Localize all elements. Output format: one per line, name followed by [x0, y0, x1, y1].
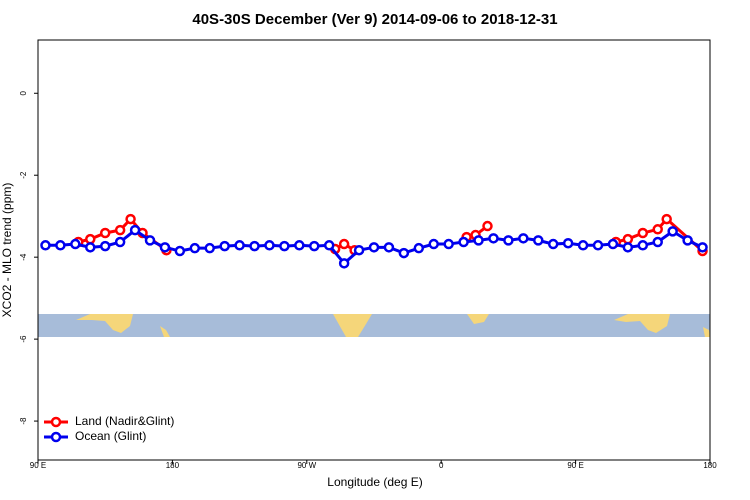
data-point — [503, 235, 514, 246]
data-point — [353, 244, 365, 256]
data-point — [85, 242, 96, 253]
x-axis-label: Longitude (deg E) — [327, 475, 422, 489]
data-point — [234, 240, 245, 251]
land-shape — [467, 314, 489, 324]
y-tick-label: -2 — [19, 171, 28, 179]
x-tick-label: 90 E — [30, 461, 46, 470]
data-point — [323, 240, 335, 251]
data-point — [458, 236, 469, 248]
x-tick-label: 180 — [703, 461, 717, 470]
data-point — [667, 226, 678, 237]
data-point — [652, 224, 663, 235]
data-point — [40, 240, 51, 251]
plot-frame — [37, 39, 711, 461]
data-point — [99, 227, 111, 239]
data-point — [682, 235, 693, 246]
data-point — [99, 240, 111, 252]
data-point — [518, 233, 529, 244]
data-point — [204, 242, 215, 254]
y-tick-label: -4 — [19, 253, 28, 261]
x-tick-label: 90 E — [567, 461, 583, 470]
data-point — [125, 213, 136, 225]
data-point — [637, 240, 649, 251]
land-shape — [333, 314, 372, 337]
data-point — [249, 240, 260, 252]
legend-label: Ocean (Glint) — [75, 429, 146, 443]
map-strip — [38, 314, 710, 337]
x-tick-label: 0 — [439, 461, 444, 470]
y-tick-label: -8 — [19, 417, 28, 425]
data-point — [607, 238, 619, 250]
data-point — [144, 235, 156, 246]
data-point — [652, 236, 663, 248]
data-point — [219, 240, 230, 252]
data-point — [473, 235, 484, 246]
data-point — [55, 240, 66, 251]
data-point — [85, 233, 96, 245]
data-point — [622, 233, 634, 245]
data-point — [338, 258, 350, 269]
data-point — [294, 240, 305, 251]
data-point — [482, 220, 493, 232]
ocean-strip — [38, 314, 710, 337]
y-axis-label: XCO2 - MLO trend (ppm) — [0, 183, 14, 318]
data-point — [547, 238, 559, 250]
x-tick-label: 90 W — [297, 461, 316, 470]
data-point — [428, 238, 439, 250]
x-tick-label: 180 — [166, 461, 180, 470]
land-shape — [703, 327, 710, 337]
data-point — [189, 242, 201, 254]
land-shape — [614, 314, 670, 333]
y-tick-label: -6 — [19, 335, 28, 343]
land-shape — [160, 326, 170, 337]
data-point — [577, 240, 589, 251]
data-point — [443, 238, 454, 250]
data-point — [159, 242, 171, 253]
data-point — [129, 224, 141, 236]
data-point — [413, 242, 425, 254]
data-point — [70, 238, 81, 250]
data-point — [174, 245, 186, 257]
data-point — [383, 242, 395, 253]
data-point — [114, 224, 126, 236]
data-point — [533, 235, 544, 246]
data-point — [697, 242, 708, 253]
chart-title: 40S-30S December (Ver 9) 2014-09-06 to 2… — [192, 11, 557, 28]
data-point — [637, 227, 649, 239]
data-point — [398, 247, 410, 259]
data-point — [338, 238, 350, 250]
legend-label: Land (Nadir&Glint) — [75, 414, 174, 428]
land-shape — [76, 314, 133, 333]
data-point — [488, 233, 499, 244]
legend-marker — [50, 431, 62, 443]
data-point — [114, 236, 126, 248]
data-point — [368, 242, 380, 253]
data-point — [622, 242, 634, 253]
data-point — [264, 240, 275, 251]
data-point — [592, 240, 604, 251]
data-point — [309, 240, 320, 252]
y-tick-label: 0 — [19, 90, 28, 95]
legend-marker — [50, 416, 62, 428]
data-point — [661, 213, 672, 225]
data-point — [562, 237, 574, 249]
data-point — [279, 240, 290, 252]
